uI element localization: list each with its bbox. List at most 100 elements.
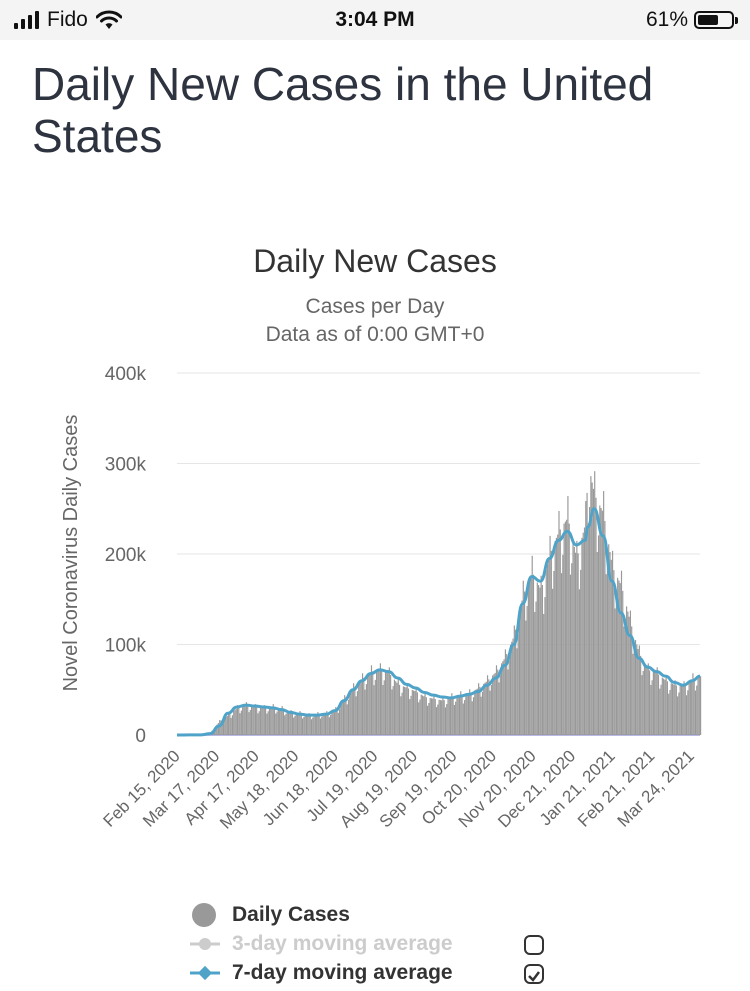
daily-cases-bar [398,679,399,735]
daily-cases-bar [280,708,281,735]
daily-cases-bar [544,597,545,735]
daily-cases-bar [470,693,471,735]
daily-cases-bar [666,675,667,735]
daily-cases-bar [583,533,584,735]
daily-cases-bar [424,693,425,735]
legend-label-daily-cases: Daily Cases [232,903,350,927]
battery-percent: 61% [646,8,688,32]
daily-cases-bar [474,690,475,735]
daily-cases-bar [595,498,596,735]
daily-cases-bar [472,701,473,735]
legend-label-7-day: 7-day moving average [232,961,453,985]
daily-cases-bar [557,535,558,735]
daily-cases-bar [477,689,478,735]
chart-subtitle-1: Cases per Day [306,295,445,318]
daily-cases-bar [292,713,293,735]
daily-cases-bar [493,674,494,735]
daily-cases-bar [414,691,415,735]
daily-cases-bar [259,711,260,735]
daily-cases-bar [495,673,496,735]
daily-cases-bar [648,663,649,735]
daily-cases-bar [365,690,366,735]
daily-cases-bar [257,713,258,735]
daily-cases-bar [264,705,265,735]
daily-cases-bar [613,570,614,735]
daily-cases-bar [405,687,406,735]
daily-cases-bar [525,621,526,735]
daily-cases-bar [315,714,316,735]
daily-cases-bar [521,601,522,735]
y-tick-label: 400k [105,364,147,385]
chart-subtitle-2: Data as of 0:00 GMT+0 [266,323,485,346]
daily-cases-bar [689,682,690,735]
daily-cases-bar [655,673,656,735]
daily-cases-bar [399,685,400,735]
daily-cases-bar [379,670,380,735]
daily-cases-bar [551,551,552,735]
daily-cases-bar [683,681,684,735]
daily-cases-bar [319,714,320,735]
daily-cases-bar [385,672,386,735]
daily-cases-bar [343,700,344,735]
daily-cases-bar [602,511,603,735]
daily-cases-bar [603,491,604,735]
daily-cases-bar [330,715,331,735]
daily-cases-bar [527,606,528,735]
daily-cases-bar [450,698,451,735]
daily-cases-bar [428,703,429,735]
daily-cases-bar [601,508,602,735]
daily-cases-bar [417,692,418,735]
daily-cases-bar [241,711,242,735]
daily-cases-bar [533,575,534,735]
daily-cases-bar [324,714,325,735]
y-tick-label: 200k [105,545,147,566]
daily-cases-bar [431,698,432,735]
daily-cases-bar [479,687,480,735]
daily-cases-bar [228,713,229,735]
daily-cases-bar [356,696,357,735]
daily-cases-bar [312,718,313,735]
daily-cases-bar [530,575,531,735]
daily-cases-bar [400,696,401,735]
daily-cases-bar [612,551,613,735]
daily-cases-bar [460,691,461,735]
legend-item-7-day[interactable]: 7-day moving average [190,958,590,987]
daily-cases-bar [372,671,373,735]
legend-item-daily-cases[interactable]: Daily Cases [190,900,590,929]
checkbox-3-day[interactable] [524,935,544,955]
daily-cases-bar [380,663,381,735]
daily-cases-bar [306,715,307,735]
checkbox-7-day[interactable] [524,964,544,984]
daily-cases-bar [492,676,493,735]
daily-cases-bar [256,707,257,735]
daily-cases-bar [261,708,262,735]
daily-cases-bar [444,700,445,735]
legend-item-3-day[interactable]: 3-day moving average [190,929,590,958]
daily-cases-bar [402,693,403,735]
daily-cases-bar [331,711,332,735]
daily-cases-bar [247,705,248,735]
daily-cases-bar [581,538,582,735]
daily-cases-bar [231,718,232,735]
daily-cases-bar [473,697,474,735]
daily-cases-bar [289,712,290,735]
daily-cases-bar [576,541,577,735]
daily-cases-bar [481,697,482,735]
daily-cases-bar [662,678,663,735]
daily-cases-bar [316,714,317,735]
daily-cases-bar [562,555,563,735]
daily-cases-bar [692,673,693,735]
daily-cases-bar [271,707,272,735]
daily-cases-bar [674,680,675,735]
daily-cases-bar [546,570,547,735]
daily-cases-bar [680,686,681,735]
daily-cases-bar [461,695,462,735]
daily-cases-bar [652,680,653,735]
daily-cases-bar [643,671,644,735]
daily-cases-bar [219,720,220,735]
daily-cases-bar [538,585,539,735]
daily-cases-bar [469,689,470,735]
daily-cases-bar [644,663,645,735]
